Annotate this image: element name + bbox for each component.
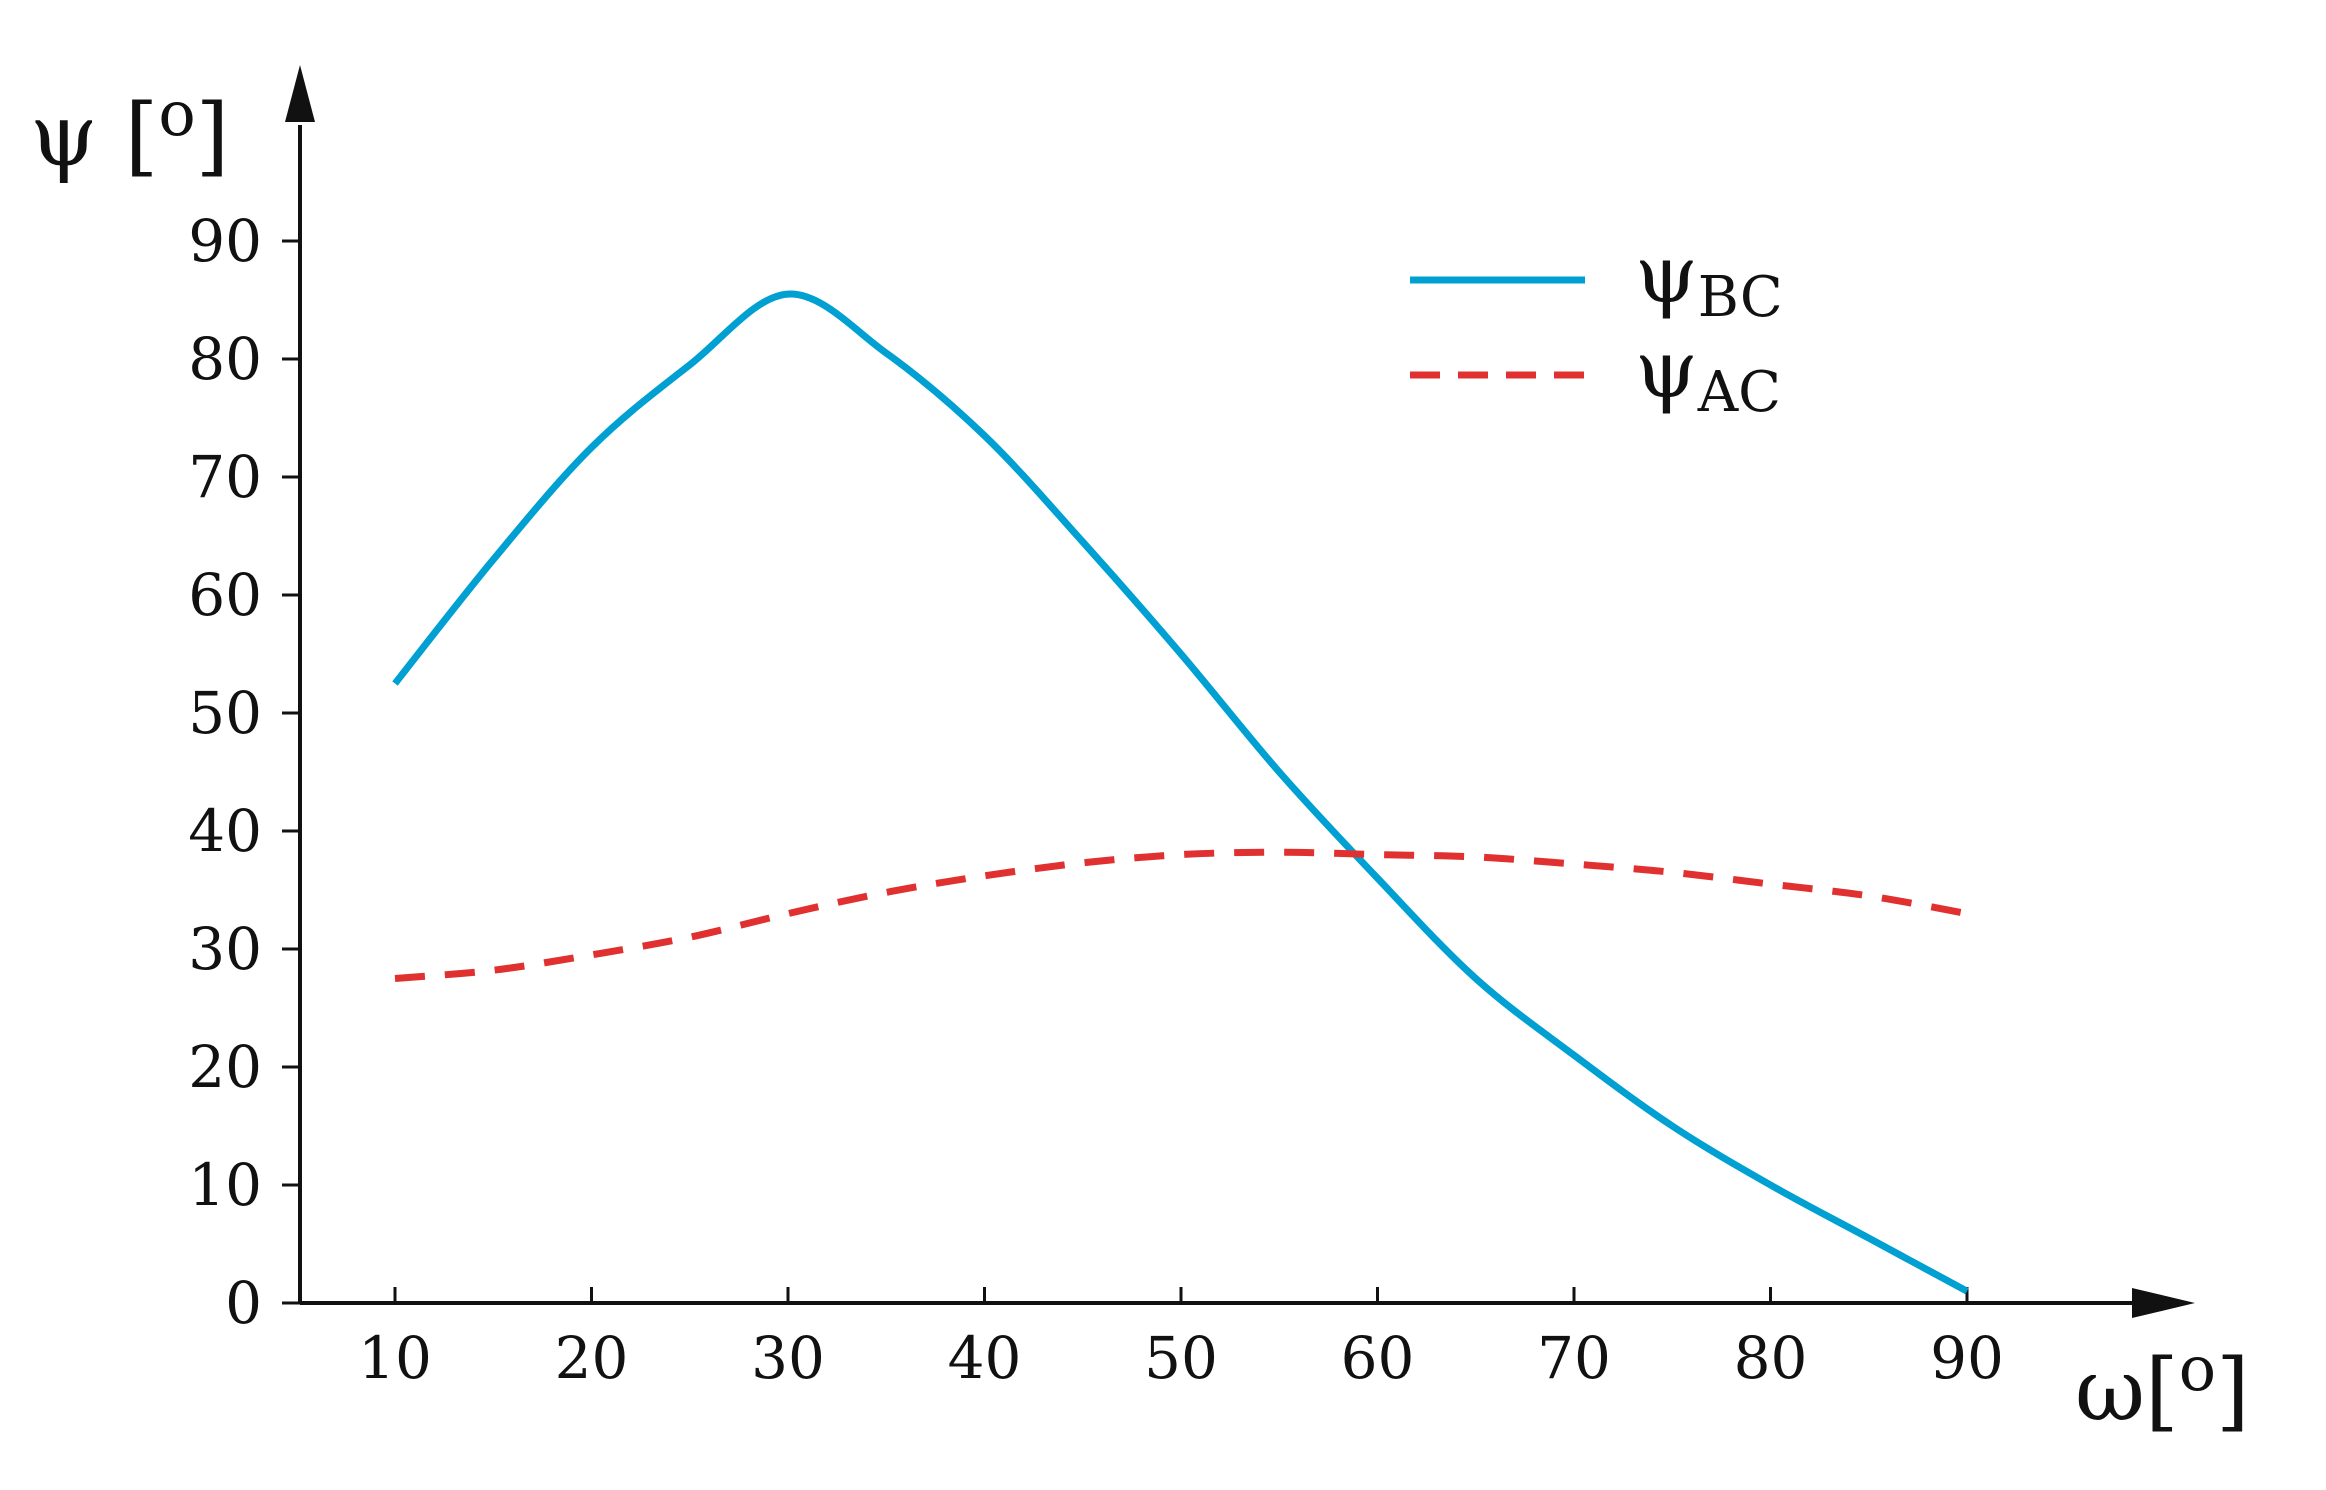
- y-tick-label: 50: [188, 679, 262, 747]
- y-tick-label: 90: [188, 207, 262, 275]
- x-tick-label: 90: [1930, 1324, 2004, 1392]
- y-tick-label: 20: [188, 1033, 262, 1101]
- series-group: [392, 290, 1969, 1295]
- x-tick-label: 70: [1537, 1324, 1611, 1392]
- x-axis-arrow: [2132, 1288, 2195, 1318]
- x-tick-label: 10: [358, 1324, 432, 1392]
- y-axis-title: ψ [o]: [30, 77, 229, 186]
- y-tick-label: 60: [188, 561, 262, 629]
- x-tick-label: 30: [751, 1324, 825, 1392]
- y-axis-arrow: [285, 65, 315, 122]
- x-tick-label: 80: [1734, 1324, 1808, 1392]
- legend-label-bc: ψBC: [1635, 228, 1783, 330]
- x-tick-label: 20: [555, 1324, 629, 1392]
- y-tick-label: 10: [188, 1151, 262, 1219]
- x-tick-label: 50: [1144, 1324, 1218, 1392]
- y-tick-label: 40: [188, 797, 262, 865]
- x-tick-label: 40: [948, 1324, 1022, 1392]
- y-tick-label: 80: [188, 325, 262, 393]
- legend-label-ac: ψAC: [1635, 323, 1781, 425]
- y-axis-ticks: 0 10 20 30 40 50 60 70 80 90: [188, 207, 300, 1337]
- x-axis-title: ω[o]: [2075, 1332, 2250, 1441]
- series-line-bc: [392, 290, 1969, 1295]
- y-tick-label: 70: [188, 443, 262, 511]
- y-tick-label: 0: [225, 1269, 262, 1337]
- x-tick-label: 60: [1341, 1324, 1415, 1392]
- series-line-ac: [394, 848, 1968, 982]
- x-axis-ticks: 10 20 30 40 50 60 70 80 90: [358, 1287, 2004, 1392]
- y-tick-label: 30: [188, 915, 262, 983]
